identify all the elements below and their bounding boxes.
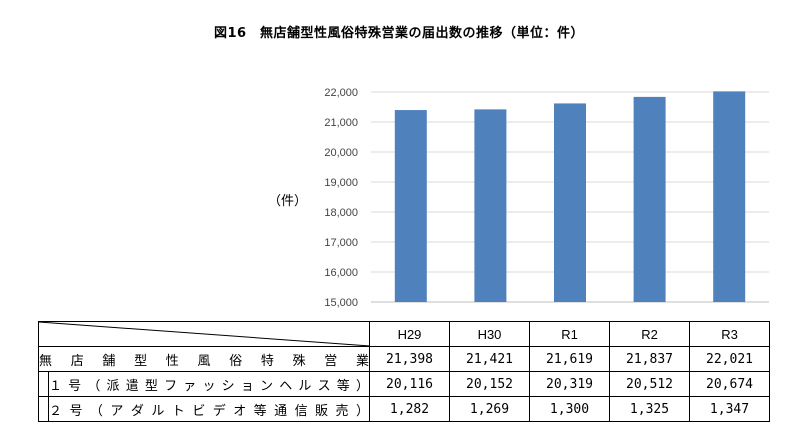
table-cell: 21,421 — [449, 346, 530, 372]
table-row: １号（派遣型ファッションヘルス等） 20,116 20,152 20,319 2… — [38, 371, 770, 397]
table-header-cell: H29 — [369, 321, 450, 347]
table-cell: 20,512 — [609, 371, 690, 397]
table-cell: 1,269 — [449, 396, 530, 422]
bar-H30 — [474, 109, 507, 303]
table-cell: 21,619 — [529, 346, 610, 372]
table-header-row: H29 H30 R1 R2 R3 — [38, 321, 770, 347]
table-header-cell: R1 — [529, 321, 610, 347]
y-tick-label: 18,000 — [324, 207, 358, 219]
table-cell: 20,116 — [369, 371, 450, 397]
data-table: H29 H30 R1 R2 R3 無店舗型性風俗特殊営業 21,398 21,4… — [38, 321, 770, 422]
diagonal-divider — [39, 322, 370, 346]
table-cell: 20,674 — [689, 371, 770, 397]
table-cell: 1,282 — [369, 396, 450, 422]
y-axis-unit-label: （件） — [268, 194, 308, 209]
y-tick-label: 20,000 — [324, 147, 358, 159]
table-row: ２号（アダルトビデオ等通信販売） 1,282 1,269 1,300 1,325… — [38, 396, 770, 422]
table-cell: 20,319 — [529, 371, 610, 397]
row-label: １号（派遣型ファッションヘルス等） — [48, 371, 370, 397]
table-header-cell: H30 — [449, 321, 530, 347]
bar-R3 — [713, 91, 746, 303]
y-tick-label: 19,000 — [324, 177, 358, 189]
bar-R2 — [633, 96, 666, 302]
table-cell: 1,347 — [689, 396, 770, 422]
y-tick-label: 22,000 — [324, 87, 358, 99]
table-cell: 21,837 — [609, 346, 690, 372]
row-label: 無店舗型性風俗特殊営業 — [38, 346, 370, 372]
row-label: ２号（アダルトビデオ等通信販売） — [48, 396, 370, 422]
table-cell: 1,300 — [529, 396, 610, 422]
bar-R1 — [554, 103, 586, 303]
table-header-cell: R2 — [609, 321, 690, 347]
bar-chart: 15,000 16,000 17,000 18,000 19,000 20,000 21,0… — [324, 87, 769, 309]
table-corner-cell — [38, 321, 370, 347]
indent-cell — [38, 396, 49, 422]
table-row: 無店舗型性風俗特殊営業 21,398 21,421 21,619 21,837 … — [38, 346, 770, 372]
bar-H29 — [394, 110, 427, 302]
table-cell: 20,152 — [449, 371, 530, 397]
indent-cell — [38, 371, 49, 397]
y-tick-label: 17,000 — [324, 237, 358, 249]
y-tick-label: 15,000 — [324, 297, 358, 309]
table-cell: 1,325 — [609, 396, 690, 422]
table-header-cell: R3 — [689, 321, 770, 347]
table-cell: 22,021 — [689, 346, 770, 372]
table-cell: 21,398 — [369, 346, 450, 372]
y-tick-label: 21,000 — [324, 117, 358, 129]
y-tick-label: 16,000 — [324, 267, 358, 279]
figure-title: 図16 無店舗型性風俗特殊営業の届出数の推移（単位：件） — [213, 26, 585, 41]
